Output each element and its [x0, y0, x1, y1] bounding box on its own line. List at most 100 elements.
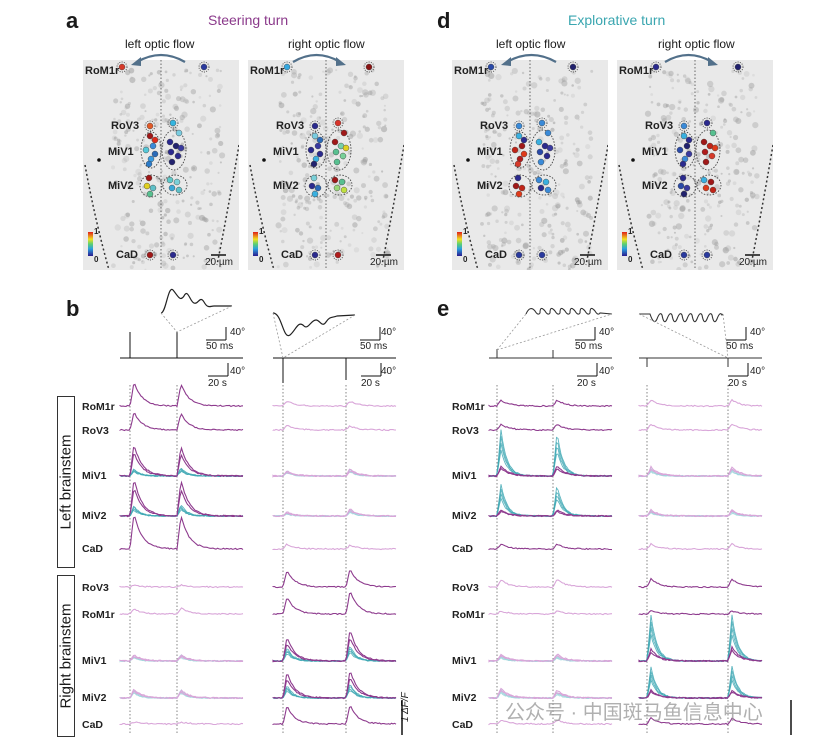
e-trace-magenta: [488, 579, 613, 589]
panel-a-right-label: right optic flow: [288, 37, 365, 51]
trace-label-e-left-miv2: MiV2: [452, 510, 477, 522]
b-left-inset-time: 50 ms: [206, 341, 234, 352]
colorbar-max: 1: [94, 227, 99, 236]
brain-label-rov3: RoV3: [480, 120, 509, 132]
brain-image-a-left: RoM1r RoV3 MiV1 MiV2 CaD 1 0 20 µm: [83, 60, 239, 270]
trace-label-b-left-miv2: MiV2: [82, 510, 107, 522]
e-trace-teal: [488, 429, 613, 478]
b-trace-magenta: [272, 470, 397, 478]
e-trace-magenta: [638, 690, 763, 700]
brain-label-cad: CaD: [281, 249, 304, 261]
brain-label-miv1: MiV1: [273, 146, 299, 158]
colorbar-min: 0: [628, 255, 633, 264]
colorbar-max: 1: [259, 227, 264, 236]
b-trace-magenta: [119, 412, 244, 432]
b-trace-magenta: [119, 453, 243, 477]
right-arrow-icon: [664, 53, 718, 66]
e-trace-teal: [638, 614, 763, 663]
b-trace-magenta: [119, 607, 244, 615]
e-trace-magenta: [488, 655, 613, 663]
b-left-inset-zoom-line: [176, 305, 233, 333]
e-trace-magenta: [488, 689, 613, 700]
trace-label-e-right-rov3: RoV3: [452, 582, 479, 594]
panel-d-left-label: left optic flow: [496, 37, 566, 51]
e-left-inset-time: 50 ms: [575, 341, 603, 352]
e-trace-magenta: [638, 423, 763, 432]
colorbar-min: 0: [463, 255, 468, 264]
e-trace-magenta: [488, 719, 613, 726]
panel-a-title: Steering turn: [208, 12, 289, 28]
brain-label-cad: CaD: [116, 249, 139, 261]
trace-label-e-left-miv1: MiV1: [452, 470, 477, 482]
b-right-main-angle: 40°: [381, 366, 397, 377]
e-trace-teal: [488, 484, 612, 518]
brain-scalebar-label: 20 µm: [370, 257, 398, 268]
brain-label-rom1r: RoM1r: [85, 65, 120, 77]
b-trace-magenta: [119, 383, 244, 408]
brain-label-miv1: MiV1: [108, 146, 134, 158]
trace-label-e-right-cad: CaD: [452, 719, 474, 731]
e-left-inset-angle: 40°: [599, 327, 615, 338]
e-left-inset-zoom-line: [496, 313, 613, 351]
e-trace-magenta: [488, 543, 613, 551]
panel-d-right-label: right optic flow: [658, 37, 735, 51]
colorbar-min: 0: [259, 255, 264, 264]
brain-label-rom1r: RoM1r: [250, 65, 285, 77]
brain-label-rom1r: RoM1r: [454, 65, 489, 77]
e-trace-magenta: [488, 423, 613, 432]
trace-label-b-right-cad: CaD: [82, 719, 104, 731]
brain-label-rov3: RoV3: [276, 120, 305, 132]
e-trace-teal: [488, 488, 612, 518]
e-left-main-angle: 40°: [599, 366, 615, 377]
trace-label-b-right-miv1: MiV1: [82, 655, 107, 667]
b-left-inset-angle: 40°: [230, 327, 246, 338]
colorbar-max: 1: [463, 227, 468, 236]
brain-label-miv2: MiV2: [477, 180, 503, 192]
watermark: 公众号 · 中国斑马鱼信息中心: [505, 702, 763, 724]
b-right-inset-zoom-line: [282, 314, 356, 359]
brain-label-miv1: MiV1: [477, 146, 503, 158]
b-right-inset-angle: 40°: [381, 327, 397, 338]
e-trace-magenta: [488, 465, 613, 478]
trace-label-e-left-cad: CaD: [452, 543, 474, 555]
e-left-inset-zoom-line: [496, 313, 527, 351]
brain-label-miv2: MiV2: [108, 180, 134, 192]
trace-label-e-right-rom1r: RoM1r: [452, 609, 485, 621]
e-trace-magenta: [488, 399, 613, 408]
trace-label-e-right-miv2: MiV2: [452, 692, 477, 704]
brain-image-d-left: RoM1r RoV3 MiV1 MiV2 CaD 1 0 20 µm: [452, 60, 608, 270]
e-left-main-time: 20 s: [577, 378, 596, 389]
brain-label-miv1: MiV1: [642, 146, 668, 158]
colorbar-max: 1: [628, 227, 633, 236]
trace-label-b-right-rov3: RoV3: [82, 582, 109, 594]
e-trace-magenta: [638, 716, 762, 726]
e-trace-magenta: [638, 398, 763, 408]
brain-label-cad: CaD: [485, 249, 508, 261]
b-trace-magenta: [119, 721, 244, 726]
brain-label-miv2: MiV2: [273, 180, 299, 192]
b-trace-magenta: [119, 515, 244, 551]
trace-label-b-left-cad: CaD: [82, 543, 104, 555]
brain-label-rom1r: RoM1r: [619, 65, 654, 77]
e-trace-magenta: [638, 609, 763, 616]
b-trace-magenta: [119, 489, 244, 518]
e-trace-magenta: [488, 510, 613, 518]
b-left-main-time: 20 s: [208, 378, 227, 389]
trace-label-b-right-rom1r: RoM1r: [82, 609, 115, 621]
brain-image-a-right: RoM1r RoV3 MiV1 MiV2 CaD 1 0 20 µm: [248, 60, 404, 270]
b-right-main-time: 20 s: [361, 378, 380, 389]
b-trace-magenta: [272, 543, 397, 551]
trace-label-e-left-rom1r: RoM1r: [452, 401, 485, 413]
b-right-inset-zoom-line: [272, 312, 284, 359]
b-left-inset-trace: [160, 288, 232, 314]
e-trace-magenta: [638, 577, 763, 589]
brain-label-rov3: RoV3: [111, 120, 140, 132]
e-right-main-time: 20 s: [728, 378, 747, 389]
panel-letter-d: d: [437, 8, 451, 33]
b-trace-magenta: [272, 401, 397, 408]
b-trace-magenta: [272, 678, 397, 700]
e-right-inset-angle: 40°: [750, 327, 766, 338]
e-trace-teal: [488, 436, 613, 478]
b-trace-magenta: [272, 424, 396, 432]
